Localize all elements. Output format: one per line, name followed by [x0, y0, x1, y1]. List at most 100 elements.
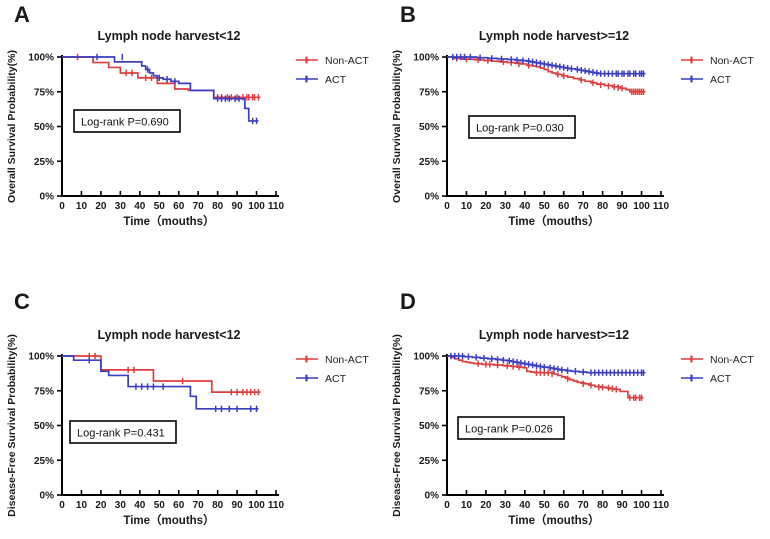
- x-tick-label: 100: [248, 500, 265, 511]
- y-tick-label: 75%: [419, 386, 439, 397]
- x-tick-label: 40: [134, 201, 146, 212]
- x-tick-label: 100: [633, 500, 650, 511]
- x-tick-label: 20: [480, 500, 492, 511]
- y-tick-label: 100%: [413, 53, 439, 64]
- x-tick-label: 50: [539, 201, 551, 212]
- legend-markers: [296, 355, 318, 382]
- y-axis-label: Disease-Free Survival Probability(%): [6, 334, 18, 517]
- y-tick-label: 25%: [34, 157, 54, 168]
- x-tick-label: 30: [115, 500, 127, 511]
- x-tick-label: 10: [461, 500, 473, 511]
- y-tick-label: 100%: [28, 352, 54, 363]
- x-tick-label: 20: [95, 500, 107, 511]
- y-tick-label: 25%: [419, 157, 439, 168]
- y-axis-label: Overall Survival Probability(%): [6, 50, 18, 203]
- pvalue-box: [73, 109, 181, 133]
- pvalue-text: Log-rank P=0.431: [77, 428, 165, 440]
- x-tick-label: 90: [232, 500, 244, 511]
- x-tick-label: 80: [212, 500, 224, 511]
- pvalue-box: [457, 416, 565, 440]
- x-tick-label: 0: [59, 201, 65, 212]
- y-tick-label: 50%: [34, 122, 54, 133]
- y-tick-label: 75%: [34, 386, 54, 397]
- x-tick-label: 90: [232, 201, 244, 212]
- axes: 0 10 20 30 40 50 60 70 80 90 100 110 0% 25% 50% 75% 100%: [28, 352, 284, 512]
- panel-title: Lymph node harvest<12: [98, 328, 241, 342]
- x-tick-label: 30: [500, 500, 512, 511]
- panel-title: Lymph node harvest<12: [98, 29, 241, 43]
- series-curves: [447, 53, 646, 95]
- axes: 0 10 20 30 40 50 60 70 80 90 100 110 0% 25% 50% 75% 100%: [413, 352, 669, 512]
- x-tick-label: 50: [154, 500, 166, 511]
- x-tick-label: 110: [268, 201, 285, 212]
- legend-label-non-act: Non-ACT: [325, 354, 369, 366]
- x-tick-label: 40: [519, 500, 531, 511]
- x-tick-label: 70: [193, 201, 205, 212]
- x-tick-label: 50: [539, 500, 551, 511]
- x-axis-label: Time（mouths）: [508, 513, 599, 527]
- km-plot-panel-c: Lymph node harvest<12 Disease-Free Survi…: [6, 328, 369, 527]
- y-tick-label: 50%: [419, 122, 439, 133]
- km-plot-panel-a: Lymph node harvest<12 Overall Survival P…: [6, 29, 369, 228]
- x-tick-label: 40: [134, 500, 146, 511]
- legend-markers: [681, 355, 703, 382]
- y-tick-label: 75%: [34, 87, 54, 98]
- km-curve-act: [62, 355, 259, 410]
- x-tick-label: 70: [578, 201, 590, 212]
- panel-title: Lymph node harvest>=12: [479, 29, 629, 43]
- km-plot-panel-d: Lymph node harvest>=12 Disease-Free Surv…: [391, 328, 754, 527]
- y-tick-label: 75%: [419, 87, 439, 98]
- legend-label-non-act: Non-ACT: [325, 55, 369, 67]
- pvalue-text: Log-rank P=0.026: [465, 424, 553, 436]
- x-tick-label: 20: [480, 201, 492, 212]
- y-axis-label: Overall Survival Probability(%): [391, 50, 403, 203]
- x-tick-label: 0: [444, 201, 450, 212]
- y-tick-label: 0%: [425, 491, 440, 502]
- panel-letter-a: A: [14, 2, 30, 27]
- axes: 0 10 20 30 40 50 60 70 80 90 100 110 0% 25% 50% 75% 100%: [413, 53, 669, 213]
- legend-label-act: ACT: [325, 373, 347, 385]
- x-tick-label: 60: [558, 500, 570, 511]
- legend-label-act: ACT: [710, 373, 732, 385]
- x-tick-label: 30: [500, 201, 512, 212]
- series-curves: [62, 53, 261, 125]
- x-tick-label: 10: [461, 201, 473, 212]
- y-axis-label: Disease-Free Survival Probability(%): [391, 334, 403, 517]
- pvalue-text: Log-rank P=0.030: [476, 123, 564, 135]
- x-tick-label: 110: [653, 500, 670, 511]
- x-tick-label: 20: [95, 201, 107, 212]
- x-axis-label: Time（mouths）: [123, 513, 214, 527]
- y-tick-label: 25%: [419, 456, 439, 467]
- x-axis-label: Time（mouths）: [508, 214, 599, 228]
- km-curve-non-act: [447, 355, 644, 399]
- x-tick-label: 80: [597, 201, 609, 212]
- legend-markers: [296, 56, 318, 83]
- x-tick-label: 70: [193, 500, 205, 511]
- y-tick-label: 25%: [34, 456, 54, 467]
- x-tick-label: 100: [248, 201, 265, 212]
- y-tick-label: 50%: [34, 421, 54, 432]
- x-tick-label: 40: [519, 201, 531, 212]
- x-tick-label: 10: [76, 500, 88, 511]
- y-tick-label: 100%: [413, 352, 439, 363]
- km-curve-act: [62, 56, 259, 122]
- x-tick-label: 90: [617, 500, 629, 511]
- legend-label-non-act: Non-ACT: [710, 354, 754, 366]
- series-curves: [62, 352, 261, 413]
- panel-letter-c: C: [14, 289, 30, 314]
- axes: 0 10 20 30 40 50 60 70 80 90 100 110 0% 25% 50% 75% 100%: [28, 53, 284, 213]
- x-tick-label: 110: [268, 500, 285, 511]
- x-tick-label: 90: [617, 201, 629, 212]
- x-tick-label: 100: [633, 201, 650, 212]
- x-tick-label: 60: [173, 500, 185, 511]
- km-plot-panel-b: Lymph node harvest>=12 Overall Survival …: [391, 29, 754, 228]
- legend-label-act: ACT: [710, 74, 732, 86]
- legend-label-act: ACT: [325, 74, 347, 86]
- pvalue-box: [468, 115, 576, 139]
- x-tick-label: 110: [653, 201, 670, 212]
- pvalue-text: Log-rank P=0.690: [81, 117, 169, 129]
- y-tick-label: 0%: [425, 192, 440, 203]
- y-tick-label: 0%: [40, 192, 55, 203]
- x-tick-label: 60: [173, 201, 185, 212]
